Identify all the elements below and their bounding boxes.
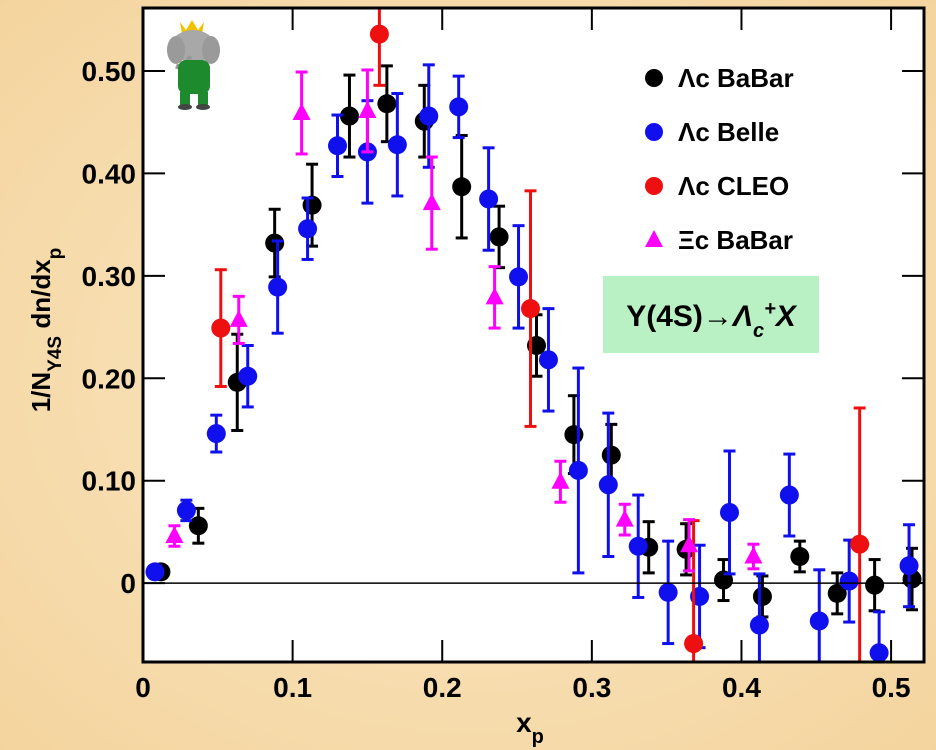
point [238,366,258,386]
point [899,556,919,576]
point [850,534,870,554]
point [377,94,397,114]
x-tick-label: 0.5 [872,672,911,703]
point [684,634,704,654]
point [615,509,634,527]
point [779,485,799,505]
annotation-part: + [764,298,776,320]
point [865,575,885,595]
legend-marker [645,177,663,195]
point [564,425,584,445]
point [489,227,509,247]
x-tick-label: 0.3 [572,672,611,703]
plot [145,8,922,662]
point [869,643,889,662]
point [369,24,389,44]
point [292,102,311,120]
point [601,445,621,465]
point [809,611,829,631]
point [658,582,678,602]
point [229,309,248,327]
legend-label: Λc Belle [678,117,779,147]
y-tick-label: 0.50 [82,56,137,87]
point [419,106,439,126]
point [422,193,441,211]
point [790,546,810,566]
point [339,106,359,126]
point [719,502,739,522]
point [298,219,318,239]
legend-marker [645,123,663,141]
annotation: Y(4S)→Λc+X [626,298,798,342]
annotation-part: X [774,300,798,333]
point [598,475,618,495]
legend-label: Λc BaBar [678,63,794,93]
legend-marker [645,230,663,247]
point [680,535,699,553]
point [176,500,196,520]
point [521,299,541,319]
annotation-box [603,276,819,353]
point [752,586,772,606]
y-axis-label-part: dn/dx [26,259,56,336]
x-tick-label: 0 [135,672,151,703]
point [538,350,558,370]
x-axis-label: xp [516,707,544,748]
point [211,318,231,338]
point [188,516,208,536]
point [449,97,469,117]
point [839,571,859,591]
point [479,189,499,209]
y-tick-label: 0.10 [82,466,137,497]
point [568,460,588,480]
y-axis-label-part: 1/N [26,372,56,412]
point [265,233,285,253]
point [165,526,184,544]
point [628,536,648,556]
legend-marker [645,69,663,87]
legend-label: Ξc BaBar [678,225,793,255]
point [387,135,407,155]
annotation-part: Y(4S)→ [626,300,733,333]
point [145,562,165,582]
point [206,424,226,444]
point [268,277,288,297]
y-axis-label: 1/NΥ4S dn/dxp [26,248,66,413]
point [749,615,769,635]
y-tick-label: 0.20 [82,363,137,394]
y-tick-label: 0.30 [82,261,137,292]
point [509,267,529,287]
x-axis-label-part: p [532,726,544,748]
point [485,287,504,305]
annotation-part: c [753,320,764,342]
plot-frame [141,6,926,664]
logo [162,20,226,110]
x-tick-label: 0.2 [423,672,462,703]
point [744,546,763,564]
y-tick-label: 0.40 [82,158,137,189]
y-axis-label-part: p [45,248,66,260]
point [827,583,847,603]
point [358,100,377,118]
annotation-part: Λ [731,300,753,333]
x-axis-label-part: x [516,707,532,738]
point [328,136,348,156]
y-tick-label: 0 [120,568,136,599]
point [452,177,472,197]
y-axis-label-part: Υ4S [45,336,66,372]
x-tick-label: 0.4 [722,672,761,703]
x-tick-label: 0.1 [273,672,312,703]
point [551,471,570,489]
legend-label: Λc CLEO [678,171,789,201]
